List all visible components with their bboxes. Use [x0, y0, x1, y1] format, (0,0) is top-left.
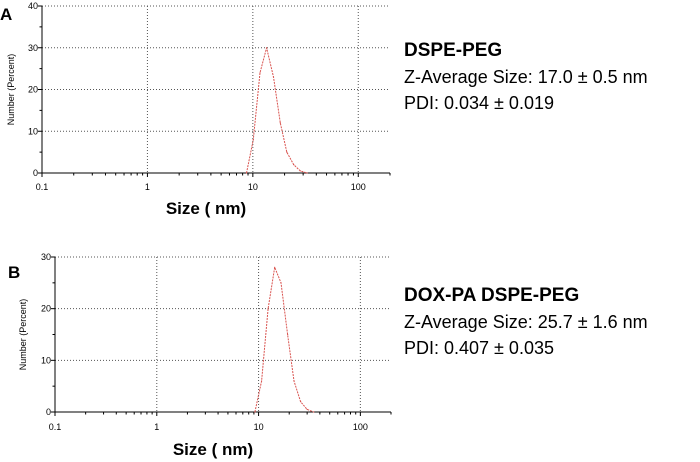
- size-distribution-line-b: [254, 265, 314, 413]
- sample-name-b: DOX-PA DSPE-PEG: [404, 285, 580, 306]
- x-tick-label-a: 10: [248, 182, 258, 192]
- panel-label-b: B: [8, 263, 20, 282]
- y-tick-label-a: 0: [33, 168, 38, 178]
- y-tick-label-b: 0: [46, 407, 51, 417]
- y-tick-label-b: 30: [41, 252, 51, 262]
- z-average-a: Z-Average Size: 17.0 ± 0.5 nm: [404, 67, 648, 87]
- data-point-b: [274, 266, 276, 268]
- x-axis-label-a: Size ( nm): [166, 199, 246, 218]
- z-average-b: Z-Average Size: 25.7 ± 1.6 nm: [404, 312, 648, 332]
- data-point-a: [286, 151, 288, 153]
- data-point-a: [265, 47, 268, 49]
- y-tick-label-a: 40: [28, 1, 38, 11]
- sample-name-a: DSPE-PEG: [404, 40, 503, 61]
- data-point-a: [259, 72, 261, 74]
- x-tick-label-a: 1: [145, 182, 150, 192]
- y-tick-label-b: 10: [41, 355, 51, 365]
- y-tick-label-a: 10: [28, 126, 38, 136]
- y-axis-label-b: Number (Percent): [18, 299, 28, 371]
- data-point-a: [279, 122, 281, 124]
- data-point-a: [272, 76, 275, 78]
- size-distribution-line-a: [246, 47, 308, 174]
- data-point-b: [267, 308, 269, 310]
- x-tick-label-a: 0.1: [36, 182, 49, 192]
- y-tick-label-a: 20: [28, 85, 38, 95]
- x-tick-label-b: 1: [154, 422, 159, 432]
- data-point-b: [293, 380, 295, 382]
- data-point-a: [306, 172, 308, 174]
- y-tick-label-a: 30: [28, 43, 38, 53]
- x-tick-label-a: 100: [351, 182, 366, 192]
- data-point-b: [287, 333, 289, 336]
- data-point-b: [306, 408, 308, 411]
- y-tick-label-b: 20: [41, 304, 51, 314]
- panel-label-a: A: [0, 5, 12, 24]
- data-point-a: [299, 170, 301, 172]
- x-tick-label-b: 100: [353, 422, 368, 432]
- x-tick-label-b: 0.1: [49, 422, 62, 432]
- data-point-a: [252, 139, 254, 141]
- pdi-a: PDI: 0.034 ± 0.019: [404, 93, 554, 113]
- annotation-b: DOX-PA DSPE-PEG Z-Average Size: 25.7 ± 1…: [404, 283, 648, 361]
- data-point-b: [254, 411, 256, 413]
- data-point-a: [245, 172, 248, 174]
- x-axis-label-b: Size ( nm): [173, 440, 253, 459]
- data-point-b: [280, 282, 282, 284]
- annotation-a: DSPE-PEG Z-Average Size: 17.0 ± 0.5 nm P…: [404, 38, 648, 116]
- pdi-b: PDI: 0.407 ± 0.035: [404, 338, 554, 358]
- data-point-a: [293, 164, 295, 166]
- data-point-b: [260, 380, 263, 382]
- x-tick-label-b: 10: [254, 422, 264, 432]
- y-axis-label-a: Number (Percent): [6, 54, 16, 126]
- data-point-b: [313, 411, 315, 413]
- data-point-b: [300, 401, 302, 403]
